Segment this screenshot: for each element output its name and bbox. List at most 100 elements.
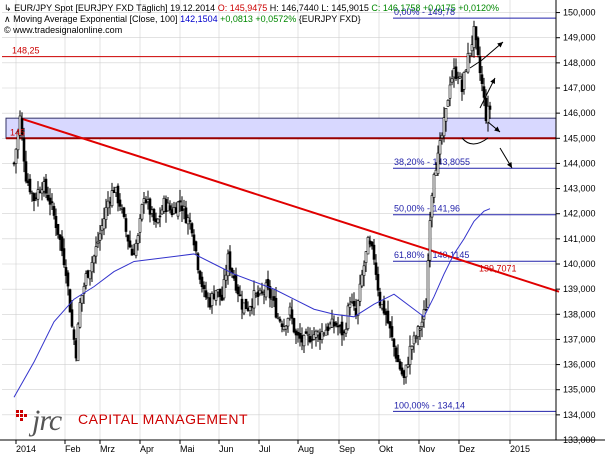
candle-body [478,56,482,74]
candle-body [12,162,16,165]
candle-body [88,270,92,280]
candle-body [62,248,66,266]
arrow-down-lower-head [506,162,512,168]
arrow-up-top-head [497,42,503,48]
y-tick-label: 144,000 [563,158,596,168]
candle-body [310,338,314,341]
ema-change: +0,0813 +0,0572% [220,14,297,24]
support-zone [5,117,557,139]
candle-body [320,331,324,340]
candle-body [202,285,206,290]
fib-level-label: 38,20% - 143,8055 [394,157,470,167]
symbol-name: EUR/JPY Spot [EURJPY FXD Täglich] [14,3,168,13]
x-tick-label: Jul [259,444,271,454]
candle-body [116,185,120,204]
candle-body [344,328,348,334]
candle-body [454,66,458,79]
candle-body [48,197,52,205]
candle-body [286,318,290,327]
candle-body [78,302,82,328]
candle-body [30,192,34,194]
arrow-up-top [469,41,504,69]
arrow-down-right-head [494,126,500,132]
candle-body [126,234,130,242]
candle-body [274,297,278,318]
candle-body [346,305,350,330]
candle-body [428,220,432,261]
candle-body [46,194,50,201]
candle-body [228,251,232,270]
candle-body [418,328,422,331]
bar-date: 19.12.2014 [170,3,216,13]
candle-body [92,255,96,264]
candle-body [462,72,466,90]
candle-body [416,326,420,337]
x-tick-label: Feb [65,444,81,454]
candle-body [208,297,212,308]
candle-body [170,209,174,216]
open-value: O: 145,9475 [217,3,268,13]
header-line-3: © www.tradesignalonline.com [4,25,122,36]
candle-body [396,354,400,363]
y-tick-label: 134,000 [563,410,596,420]
logo-mark-text: jrc [32,404,62,437]
candle-body [388,321,392,329]
candle-body [250,306,254,308]
candle-body [448,84,452,99]
candle-body [144,199,148,203]
trendline-value-label: 139,7071 [479,264,517,274]
candle-body [134,243,138,257]
horizontal-levels [2,56,556,140]
ema-symbol: {EURJPY FXD} [298,14,361,24]
candle-body [244,298,248,310]
candle-body [14,148,18,164]
candle-body [32,193,36,201]
candle-body [370,241,374,247]
candle-body [446,99,450,107]
candle-body [306,333,310,336]
candle-body [474,26,478,41]
candle-body [458,76,462,79]
candle-body [276,316,280,319]
candles [12,20,492,385]
candle-body [82,286,86,294]
candle-body [94,246,98,257]
x-tick-label: Apr [140,444,154,454]
candle-body [64,267,68,276]
candle-body [140,204,144,220]
candle-body [108,201,112,204]
candle-body [266,278,270,289]
candle-body [138,218,142,233]
candle-body [106,200,110,209]
candle-body [372,244,376,260]
candle-body [242,302,246,314]
candle-body [36,189,40,200]
candle-body [112,190,116,194]
candle-body [326,326,330,331]
candle-body [146,199,150,202]
candle-body [200,276,204,288]
candle-body [382,300,386,314]
candle-body [124,218,128,232]
candle-body [174,207,178,214]
candle-body [190,223,194,234]
candle-body [164,199,168,213]
candle-body [394,347,398,359]
ema-icon: ∧ [4,14,11,24]
candle-body [442,117,446,137]
candle-body [154,218,158,223]
candle-body [280,323,284,327]
candle-body [264,282,268,298]
close-value: C: 146,1758 +0,0175 +0,0120% [371,3,499,13]
candle-body [376,273,380,291]
x-tick-label: Mai [180,444,195,454]
candle-body [248,306,252,312]
candle-body [252,290,256,309]
candle-body [240,298,244,310]
candle-body [132,253,136,255]
candle-body [54,215,58,229]
candle-body [102,218,106,230]
x-tick-label: Okt [379,444,394,454]
y-tick-label: 137,000 [563,334,596,344]
